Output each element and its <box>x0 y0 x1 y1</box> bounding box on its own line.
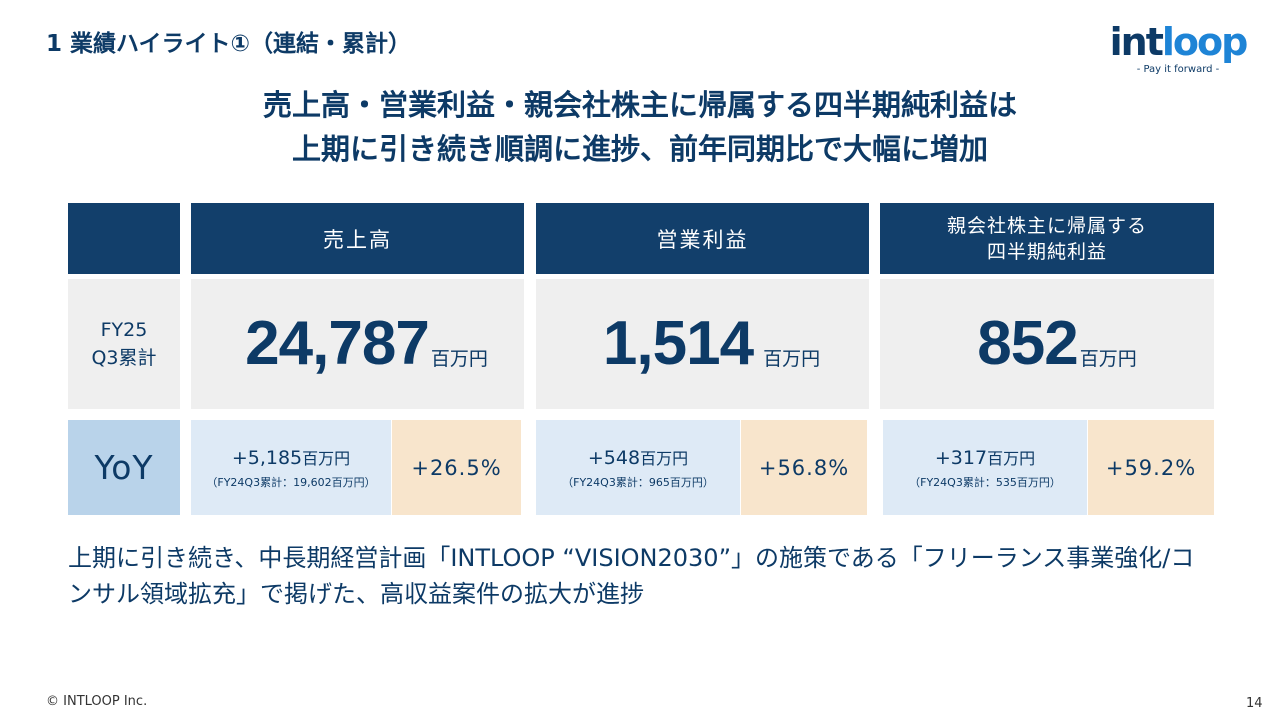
logo-word-int: int <box>1109 20 1164 64</box>
sales-value: 24,787 <box>245 309 430 378</box>
summary-text: 上期に引き続き、中長期経営計画「INTLOOP “VISION2030”」の施策… <box>68 544 1195 608</box>
logo-tagline: - Pay it forward - <box>1136 64 1220 75</box>
yoy-diff-sales: +5,185百万円 （FY24Q3累計：19,602百万円） <box>191 420 391 515</box>
yoy-pct-sales: +26.5% <box>392 420 521 515</box>
header-sales: 売上高 <box>191 203 524 274</box>
logo-word-loop: loop <box>1161 20 1248 64</box>
operating-profit-unit: 百万円 <box>763 348 821 370</box>
yoy-pct-net-income: +59.2% <box>1088 420 1214 515</box>
value-cell-sales: 24,787 百万円 <box>191 279 524 409</box>
intloop-logo: intloop - Pay it forward - <box>1108 18 1249 80</box>
operating-profit-value: 1,514 <box>602 309 754 378</box>
sales-unit: 百万円 <box>430 348 488 370</box>
yoy-diff-operating-profit: +548百万円 （FY24Q3累計：965百万円） <box>536 420 740 515</box>
net-income-unit: 百万円 <box>1079 348 1137 370</box>
header-operating-profit: 営業利益 <box>536 203 869 274</box>
yoy-diff-net-income: +317百万円 （FY24Q3累計：535百万円） <box>883 420 1087 515</box>
headline-line-1: 売上高・営業利益・親会社株主に帰属する四半期純利益は <box>262 88 1017 122</box>
yoy-label: YoY <box>94 448 154 487</box>
header-net-income: 親会社株主に帰属する 四半期純利益 <box>880 203 1214 274</box>
headline-line-2: 上期に引き続き順調に進捗、前年同期比で大幅に増加 <box>291 132 988 166</box>
section-title: 1 業績ハイライト①（連結・累計） <box>46 31 412 57</box>
value-cell-operating-profit: 1,514 百万円 <box>536 279 869 409</box>
net-income-value: 852 <box>977 309 1078 378</box>
yoy-pct-operating-profit: +56.8% <box>741 420 867 515</box>
copyright-footer: © INTLOOP Inc. <box>46 694 148 709</box>
page-number: 14 <box>1246 696 1263 711</box>
yoy-label-cell: YoY <box>68 420 180 515</box>
value-cell-net-income: 852 百万円 <box>880 279 1214 409</box>
table-corner-cell <box>68 203 180 274</box>
row-label-fy25q3: FY25 Q3累計 <box>68 279 180 409</box>
